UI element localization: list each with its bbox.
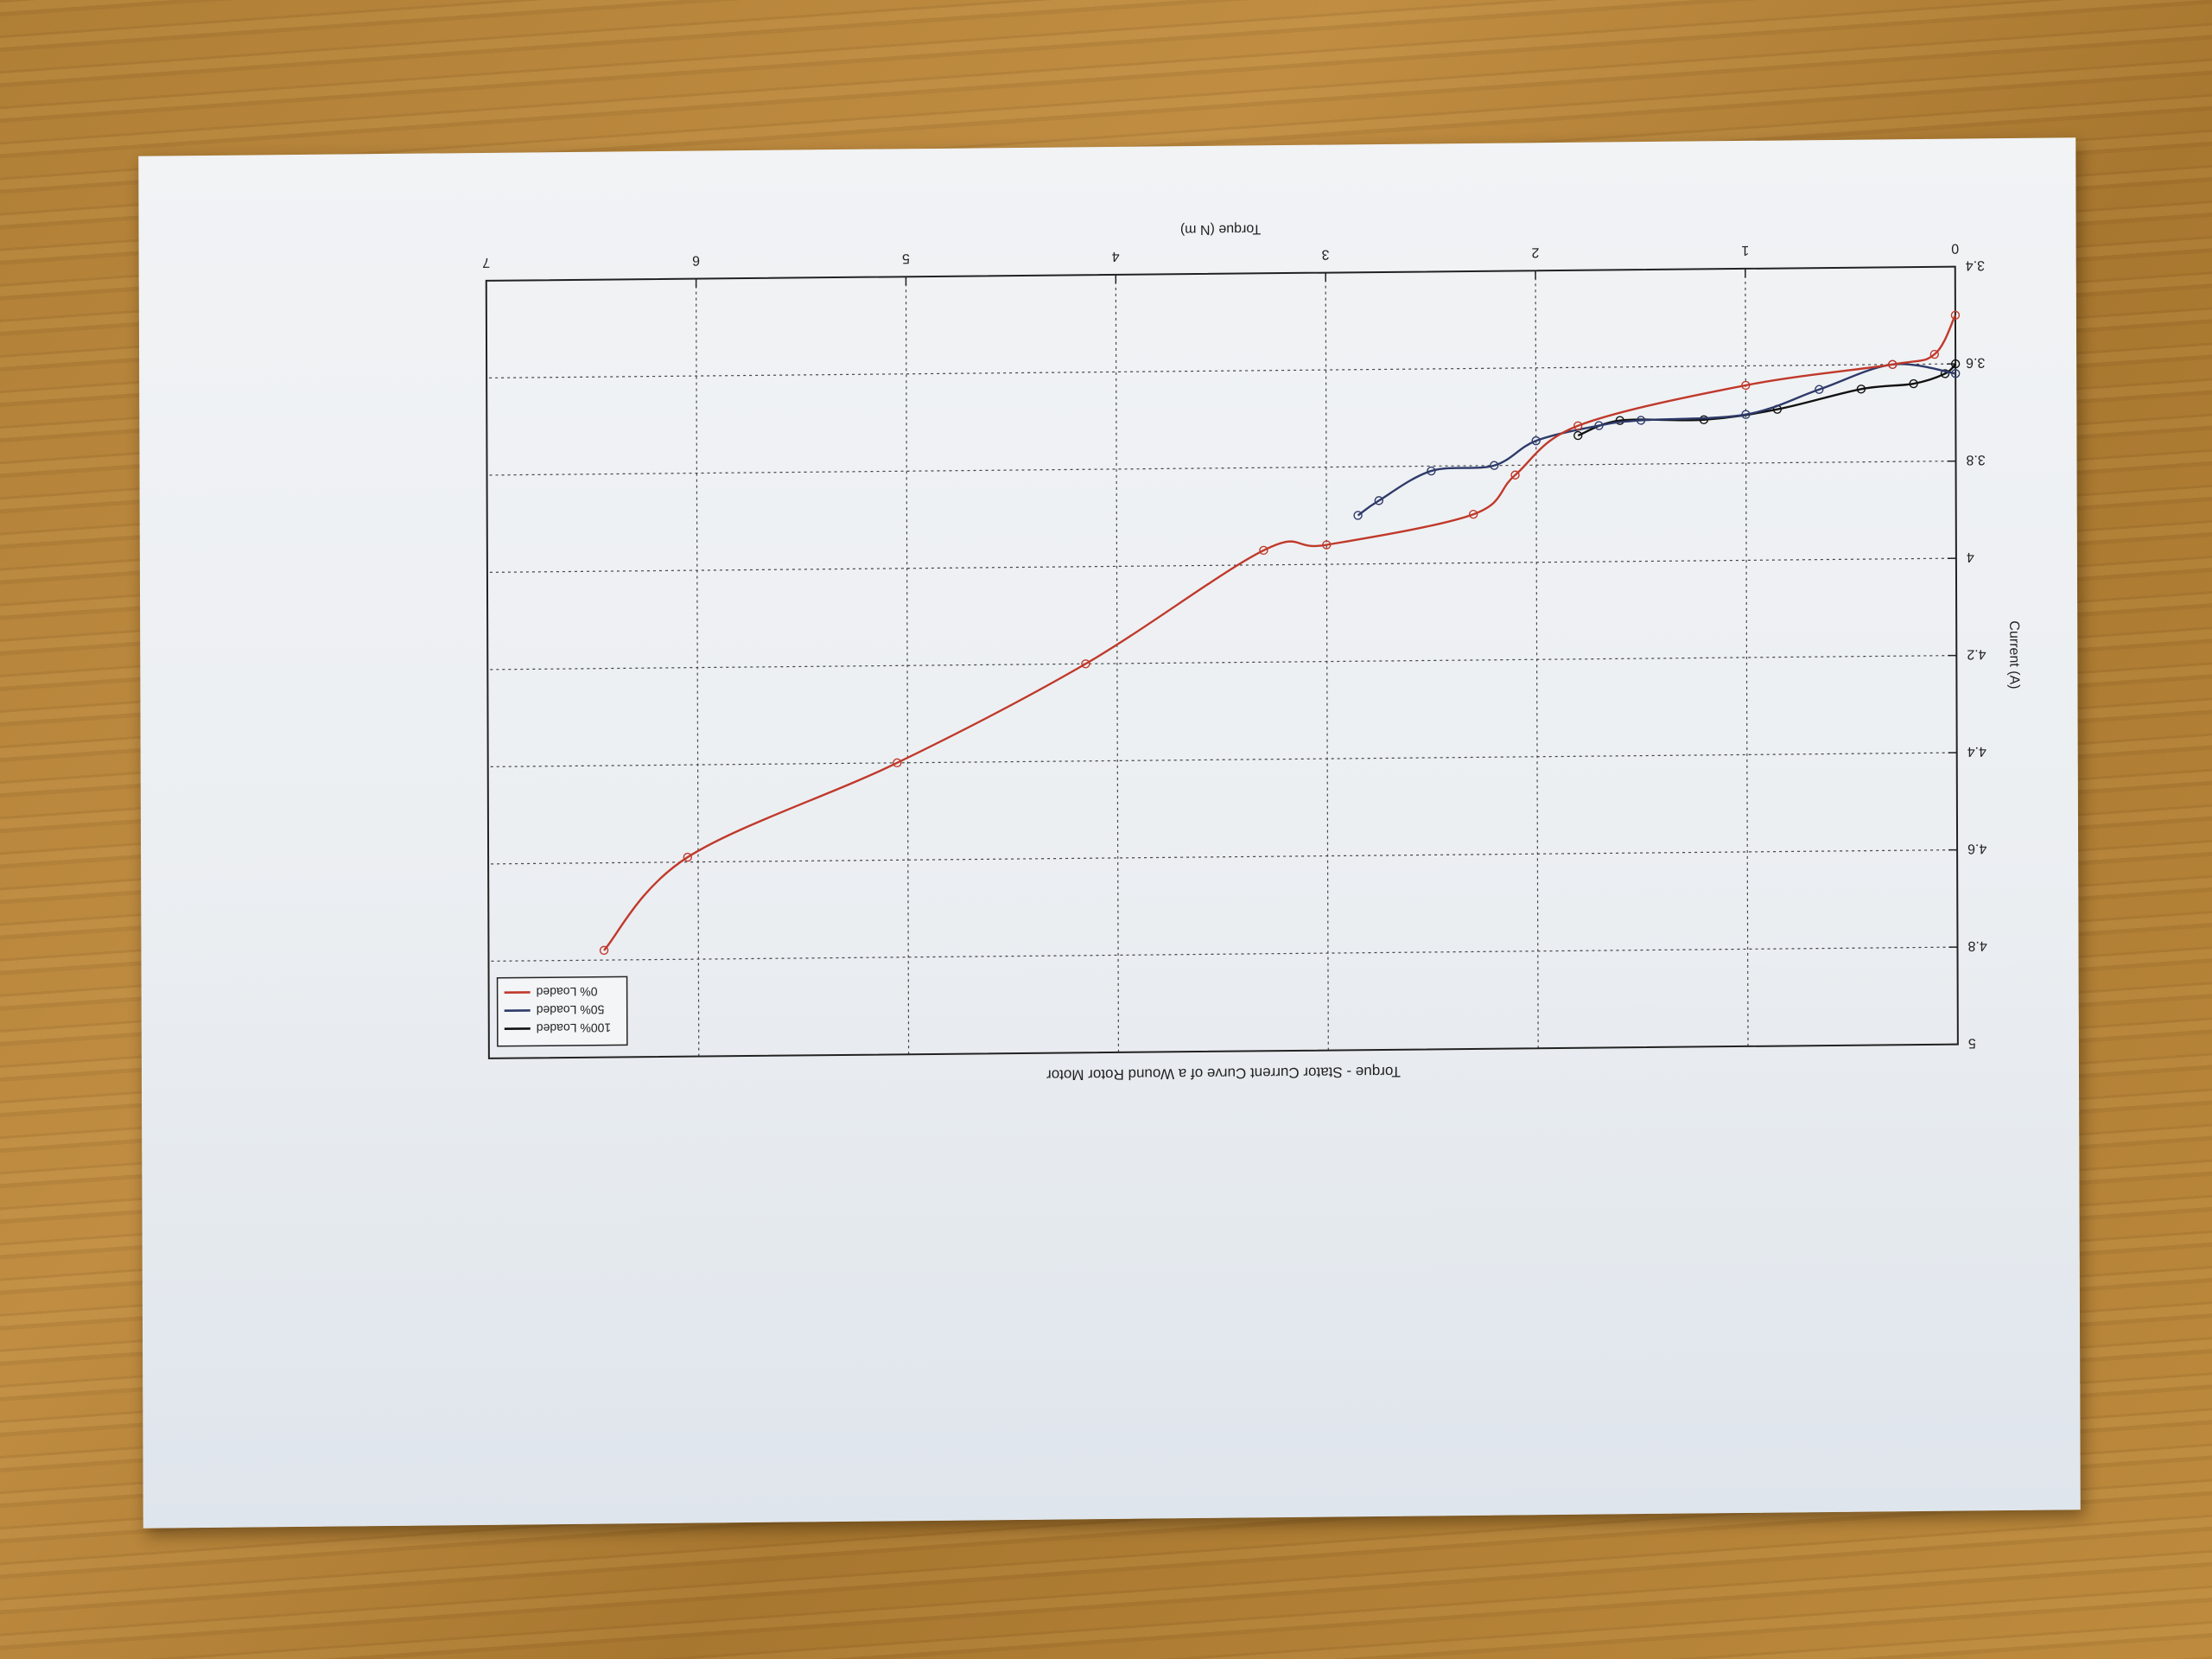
data-point-100pct-loaded xyxy=(1573,430,1583,441)
grid-lines xyxy=(486,268,1958,1057)
x-tick-label: 5 xyxy=(902,251,910,265)
data-point-0pct-loaded xyxy=(1929,349,1940,359)
data-point-0pct-loaded xyxy=(893,758,902,768)
x-grid-line xyxy=(1115,274,1120,1052)
data-point-0pct-loaded xyxy=(1573,421,1583,430)
data-point-50pct-loaded xyxy=(1374,496,1384,505)
y-grid-line xyxy=(486,557,1956,574)
data-point-0pct-loaded xyxy=(1888,359,1897,369)
y-axis-label: Current (A) xyxy=(2006,620,2021,689)
legend-label: 100% Loaded xyxy=(537,1021,611,1036)
series-line-0pct-loaded xyxy=(603,315,1957,951)
y-tick-label: 5 xyxy=(1968,1035,1976,1050)
data-point-100pct-loaded xyxy=(1699,415,1709,424)
series-line-50pct-loaded xyxy=(1357,363,1956,517)
data-point-100pct-loaded xyxy=(1940,369,1950,378)
upside-down-chart: 0 1 2 3 4 5 6 7 3.4 3.6 3.8 4 4.2 4.4 4.6 4.8 5 Torque -… xyxy=(138,137,2081,1528)
printed-paper-sheet: 0 1 2 3 4 5 6 7 3.4 3.6 3.8 4 4.2 4.4 4.6 4.8 5 Torque -… xyxy=(138,137,2081,1529)
y-grid-line xyxy=(488,946,1958,962)
chart-title: Torque - Stator Current Curve of a Wound… xyxy=(1046,1064,1401,1084)
data-point-50pct-loaded xyxy=(1950,369,1961,378)
data-point-0pct-loaded xyxy=(1741,380,1751,391)
y-grid-line xyxy=(488,849,1958,865)
series-layer xyxy=(599,310,1961,956)
series-line-100pct-loaded xyxy=(1577,363,1957,437)
y-grid-line xyxy=(487,654,1957,671)
x-grid-line xyxy=(1745,268,1749,1046)
data-point-0pct-loaded xyxy=(1259,545,1268,556)
data-point-100pct-loaded xyxy=(1856,385,1866,394)
y-tick-label: 3.6 xyxy=(1966,355,1985,370)
x-tick-label: 7 xyxy=(482,255,490,270)
x-tick-label: 1 xyxy=(1741,243,1749,257)
y-tick-label: 3.4 xyxy=(1966,257,1985,272)
y-tick-label: 4.2 xyxy=(1967,646,1986,661)
x-grid-line xyxy=(905,276,910,1055)
y-grid-line xyxy=(486,460,1956,476)
x-tick-label: 0 xyxy=(1951,241,1959,256)
x-tick-label: 4 xyxy=(1112,249,1120,264)
y-tick-label: 4 xyxy=(1967,550,1974,564)
data-point-50pct-loaded xyxy=(1815,385,1824,394)
data-point-100pct-loaded xyxy=(1615,416,1624,425)
y-grid-line xyxy=(486,363,1956,379)
data-point-100pct-loaded xyxy=(1950,359,1961,369)
x-tick-label: 6 xyxy=(692,253,700,268)
data-point-50pct-loaded xyxy=(1741,410,1751,419)
legend: 100% Loaded 50% Loaded 0% Loaded xyxy=(496,976,628,1047)
y-tick-label: 4.4 xyxy=(1967,744,1986,759)
data-point-50pct-loaded xyxy=(1594,421,1604,430)
data-point-50pct-loaded xyxy=(1353,511,1363,520)
data-point-0pct-loaded xyxy=(1468,510,1478,519)
x-tick-label: 3 xyxy=(1322,247,1330,262)
data-point-0pct-loaded xyxy=(1510,470,1520,480)
data-point-0pct-loaded xyxy=(1081,659,1090,669)
axis-ticks: 0 1 2 3 4 5 6 7 3.4 3.6 3.8 4 4.2 4.4 4.6 4.8 5 xyxy=(482,241,1987,1051)
data-point-50pct-loaded xyxy=(1490,461,1499,470)
y-tick-label: 4.6 xyxy=(1967,841,1986,855)
data-point-100pct-loaded xyxy=(1909,378,1918,389)
data-point-0pct-loaded xyxy=(683,852,692,862)
data-point-0pct-loaded xyxy=(1322,540,1332,550)
x-axis-label: Torque (N m) xyxy=(1180,221,1261,237)
plot-area-border xyxy=(485,265,1959,1059)
data-point-50pct-loaded xyxy=(1531,435,1541,446)
data-point-0pct-loaded xyxy=(599,945,609,956)
legend-label: 50% Loaded xyxy=(537,1003,605,1018)
y-grid-line xyxy=(487,752,1957,768)
data-point-50pct-loaded xyxy=(1427,466,1436,476)
y-tick-label: 3.8 xyxy=(1966,452,1985,467)
legend-label: 0% Loaded xyxy=(537,985,598,1000)
line-chart: 0 1 2 3 4 5 6 7 3.4 3.6 3.8 4 4.2 4.4 4.6 4.8 5 Torque -… xyxy=(482,221,2021,1084)
data-point-0pct-loaded xyxy=(1950,310,1961,321)
data-point-50pct-loaded xyxy=(1636,416,1646,425)
y-tick-label: 4.8 xyxy=(1967,938,1986,953)
x-tick-label: 2 xyxy=(1531,245,1539,259)
